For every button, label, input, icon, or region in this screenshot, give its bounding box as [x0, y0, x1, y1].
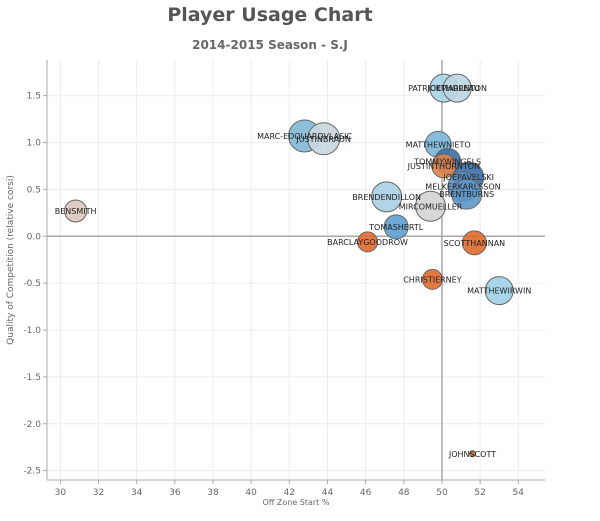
y-tick-label: -1.5: [23, 373, 41, 383]
player-bubble[interactable]: [415, 190, 447, 222]
x-tick-label: 38: [207, 488, 219, 498]
x-tick-label: 40: [245, 488, 257, 498]
player-label: MARC-EDOUARDVLASIC: [257, 132, 352, 141]
player-label: BENSMITH: [55, 207, 97, 216]
x-tick-label: 48: [398, 488, 410, 498]
player-bubble[interactable]: [357, 231, 379, 253]
player-bubble[interactable]: [431, 153, 457, 179]
player-label: CHRISTIERNEY: [403, 275, 461, 284]
x-tick-label: 30: [55, 488, 67, 498]
player-bubble[interactable]: [484, 276, 514, 306]
y-tick-label: 1.5: [27, 92, 41, 102]
x-tick-label: 54: [513, 488, 525, 498]
x-tick-label: 32: [93, 488, 104, 498]
y-tick-label: -0.5: [23, 279, 41, 289]
player-label: SCOTTHANNAN: [444, 239, 506, 248]
y-tick-label: 0.5: [27, 185, 41, 195]
player-label: JOHNSCOTT: [448, 450, 496, 459]
y-tick-label: 1.0: [27, 139, 42, 149]
player-label: JOEPAVELSKI: [442, 173, 494, 182]
player-bubble[interactable]: [451, 178, 483, 210]
player-bubble[interactable]: [64, 199, 88, 223]
x-tick-label: 42: [284, 488, 295, 498]
player-bubble[interactable]: [421, 268, 443, 290]
player-label: BRENDENDILLON: [352, 193, 421, 202]
player-label: TOMMYWINGELS: [413, 157, 481, 166]
player-label: MIRCOMUELLER: [399, 202, 463, 211]
player-bubble[interactable]: [461, 230, 487, 256]
chart-subtitle: 2014-2015 Season - S.J: [192, 38, 348, 52]
x-tick-label: 36: [169, 488, 181, 498]
player-label: MATTHEWIRWIN: [467, 287, 531, 296]
player-bubble[interactable]: [371, 181, 403, 213]
x-tick-label: 46: [360, 488, 372, 498]
y-tick-label: -2.5: [23, 467, 41, 477]
player-label: JUSTINBRAUN: [295, 135, 351, 144]
player-label: JUSTINTHORNTON: [407, 162, 480, 171]
x-axis-label: Off Zone Start %: [263, 498, 330, 507]
player-label: MELKERKARLSSON: [425, 183, 500, 192]
player-bubble[interactable]: [383, 214, 409, 240]
y-tick-label: -2.0: [23, 420, 41, 430]
player-label: BARCLAYGOODROW: [327, 238, 408, 247]
player-bubble[interactable]: [442, 73, 472, 103]
chart-title: Player Usage Chart: [167, 4, 373, 26]
y-tick-label: 0.0: [27, 232, 42, 242]
point-layer: [64, 73, 514, 458]
player-label: MATTHEWNIETO: [406, 140, 471, 149]
player-bubble[interactable]: [307, 122, 341, 156]
axis-layer: 30 32 34 36 38 40 42 44 46 48 50 52 54 1.5 1.0 0.5 0.0 -0…: [23, 60, 545, 498]
player-bubble[interactable]: [468, 450, 476, 458]
x-tick-label: 44: [322, 488, 334, 498]
y-tick-label: -1.0: [23, 326, 41, 336]
player-label: PATRICKMARLEAU: [408, 84, 480, 93]
player-label: BRENTBURNS: [439, 190, 494, 199]
player-label: TOMASHERTL: [368, 223, 424, 232]
x-tick-label: 52: [474, 488, 485, 498]
x-tick-label: 50: [436, 488, 448, 498]
player-label: JOETHORNTON: [426, 84, 487, 93]
y-axis-label: Quality of Competition (relative corsi): [6, 175, 16, 345]
x-tick-label: 34: [131, 488, 143, 498]
